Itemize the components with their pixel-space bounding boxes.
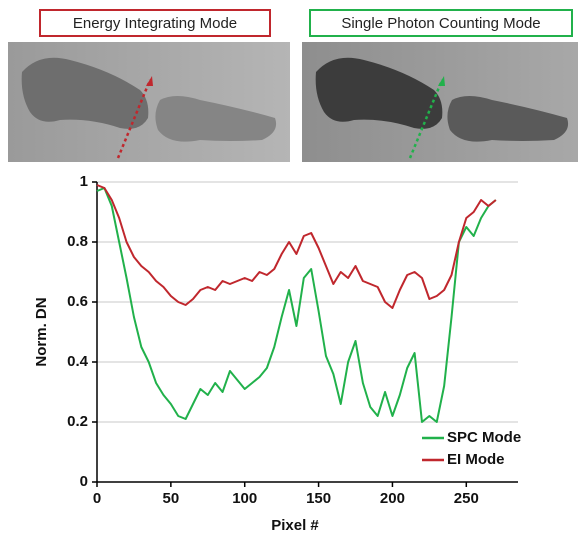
y-tick-label: 0.2: [67, 413, 88, 430]
x-tick-label: 250: [454, 490, 479, 507]
y-tick-label: 0.4: [67, 353, 89, 370]
panel-label-box: [309, 9, 573, 37]
y-tick-label: 0.6: [67, 293, 88, 310]
line-series: [96, 184, 497, 309]
panel-label-box: [39, 9, 271, 37]
y-tick-label: 0.8: [67, 233, 88, 250]
x-tick-label: 100: [232, 490, 257, 507]
xray-image-left: [8, 42, 290, 162]
panel-label: Energy Integrating Mode: [73, 15, 237, 32]
y-tick-label: 1: [80, 173, 88, 190]
x-tick-label: 50: [163, 490, 180, 507]
line-series: [96, 187, 497, 423]
panel-label: Single Photon Counting Mode: [341, 15, 540, 32]
x-tick-label: 200: [380, 490, 405, 507]
xray-image-right: [302, 42, 578, 162]
y-axis-label: Norm. DN: [33, 297, 50, 366]
legend-label: EI Mode: [447, 451, 505, 468]
x-axis-label: Pixel #: [271, 517, 319, 534]
legend-label: SPC Mode: [447, 429, 521, 446]
x-tick-label: 0: [93, 490, 101, 507]
y-tick-label: 0: [80, 473, 88, 490]
x-tick-label: 150: [306, 490, 331, 507]
